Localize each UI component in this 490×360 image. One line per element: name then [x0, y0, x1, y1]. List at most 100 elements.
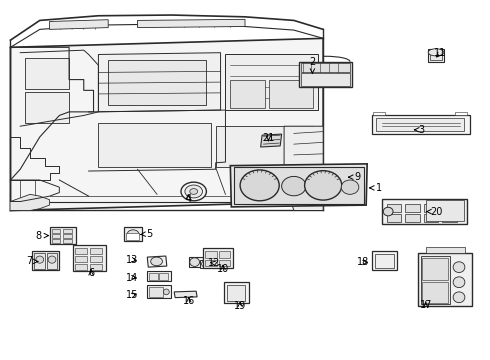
Bar	[159, 273, 168, 280]
Bar	[387, 204, 401, 212]
Bar	[424, 214, 439, 222]
Text: 4: 4	[185, 194, 192, 204]
Bar	[422, 258, 448, 280]
Bar	[225, 54, 318, 110]
Bar	[376, 118, 464, 131]
Bar	[424, 204, 439, 212]
Bar	[387, 214, 401, 222]
Ellipse shape	[190, 258, 199, 266]
Ellipse shape	[341, 180, 359, 194]
Text: 3: 3	[415, 125, 424, 135]
Bar	[234, 167, 364, 204]
Bar	[301, 73, 350, 86]
Ellipse shape	[383, 207, 393, 216]
Bar	[63, 234, 72, 238]
Bar	[203, 248, 233, 268]
Bar	[382, 199, 467, 224]
Text: 16: 16	[183, 296, 195, 306]
Ellipse shape	[453, 292, 465, 303]
Bar	[442, 214, 457, 222]
Bar	[426, 201, 464, 221]
Bar	[75, 248, 87, 254]
Ellipse shape	[358, 173, 366, 181]
Bar	[90, 264, 102, 270]
Text: 20: 20	[427, 207, 443, 217]
Bar	[126, 233, 140, 240]
Polygon shape	[261, 134, 282, 147]
Bar	[299, 62, 352, 87]
Text: 11: 11	[434, 48, 446, 58]
Bar	[75, 264, 87, 270]
Bar	[426, 247, 465, 253]
Bar	[205, 260, 217, 266]
Bar	[147, 271, 171, 281]
Ellipse shape	[36, 256, 44, 263]
Ellipse shape	[127, 230, 139, 238]
Text: 12: 12	[208, 258, 220, 268]
Bar	[25, 58, 69, 89]
Ellipse shape	[163, 289, 169, 295]
Text: 7: 7	[26, 256, 38, 266]
Bar	[90, 256, 102, 262]
Bar	[108, 60, 206, 105]
Bar	[149, 273, 158, 280]
Bar	[333, 173, 362, 181]
Bar	[51, 234, 60, 238]
Ellipse shape	[151, 257, 162, 266]
Bar	[219, 260, 230, 266]
Bar	[224, 282, 249, 303]
Text: 10: 10	[217, 264, 229, 274]
Text: 8: 8	[36, 231, 49, 240]
Bar	[98, 123, 211, 167]
Bar	[216, 126, 314, 167]
Ellipse shape	[185, 185, 202, 198]
Bar	[219, 251, 230, 258]
Bar	[373, 112, 385, 115]
Ellipse shape	[282, 176, 306, 196]
Bar	[51, 229, 60, 233]
Polygon shape	[10, 39, 323, 211]
Text: 14: 14	[125, 273, 138, 283]
Text: 1: 1	[370, 183, 382, 193]
Bar	[227, 285, 245, 301]
Bar	[124, 227, 143, 241]
Bar	[418, 253, 472, 306]
Bar	[63, 239, 72, 243]
Text: 15: 15	[125, 291, 138, 301]
Bar	[25, 92, 69, 123]
Ellipse shape	[240, 170, 279, 201]
Bar	[75, 256, 87, 262]
Bar	[205, 251, 217, 258]
Ellipse shape	[201, 260, 211, 267]
Text: 2: 2	[309, 57, 316, 73]
Bar	[51, 239, 60, 243]
Bar	[442, 204, 457, 212]
Bar	[428, 49, 444, 62]
Bar	[270, 80, 314, 108]
Bar	[430, 51, 442, 60]
Text: 13: 13	[125, 255, 138, 265]
Polygon shape	[189, 257, 203, 267]
Bar	[90, 248, 102, 254]
Bar	[73, 244, 106, 271]
Ellipse shape	[428, 49, 444, 56]
Ellipse shape	[305, 171, 342, 200]
Bar	[405, 204, 420, 212]
Polygon shape	[372, 116, 470, 134]
Bar	[147, 285, 171, 298]
Bar	[230, 80, 265, 108]
Bar	[32, 251, 59, 270]
Polygon shape	[10, 194, 49, 211]
Bar	[49, 226, 76, 244]
Ellipse shape	[190, 189, 197, 194]
Text: 21: 21	[262, 133, 274, 143]
Text: 9: 9	[348, 172, 361, 182]
Bar	[422, 282, 448, 303]
Ellipse shape	[181, 182, 206, 201]
Bar	[372, 251, 397, 270]
Bar	[455, 112, 467, 115]
Bar	[34, 253, 45, 269]
Text: 18: 18	[357, 257, 369, 267]
Ellipse shape	[329, 173, 337, 181]
Polygon shape	[284, 126, 323, 211]
